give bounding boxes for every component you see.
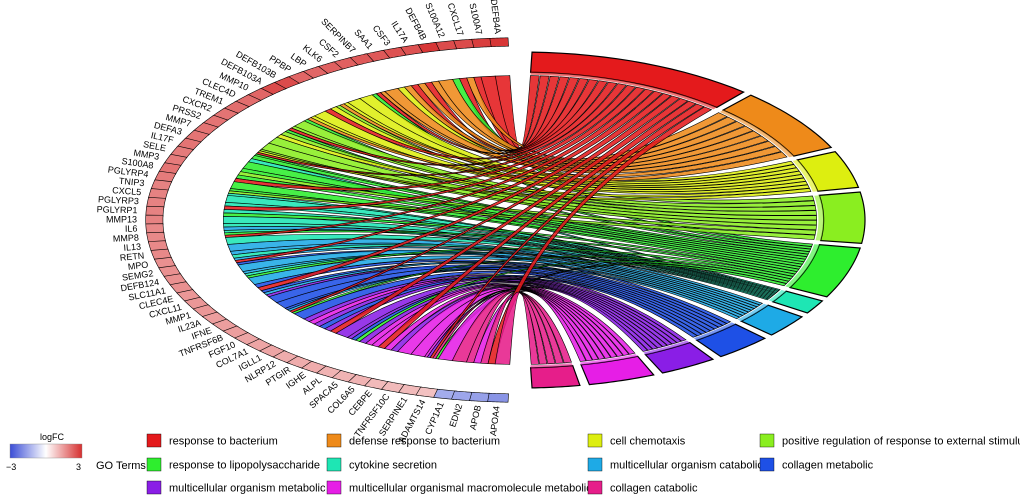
gene-label: MPO (127, 259, 149, 271)
gene-block (145, 205, 165, 217)
gene-label: SELE (142, 139, 167, 153)
legend-label: multicellular organism metabolic (169, 483, 326, 495)
legend-swatch (146, 433, 162, 448)
term-arc-inner (719, 110, 794, 158)
chord-ribbon (287, 81, 618, 166)
chord-ribbon (429, 103, 705, 359)
legend-label: positive regulation of response to exter… (782, 436, 1020, 448)
colorbar-title: logFC (40, 432, 65, 442)
term-arc-inner (643, 340, 690, 355)
chord-ribbon (306, 117, 788, 182)
chord-ribbon (375, 79, 599, 154)
legend-label: collagen catabolic (610, 483, 698, 495)
gene-label: IL6 (125, 223, 138, 233)
term-arc (580, 355, 655, 386)
term-arc-inner (814, 195, 824, 241)
legend-label: collagen metabolic (782, 460, 874, 472)
gene-label: EDN2 (447, 402, 464, 428)
term-arc-inner (792, 159, 818, 192)
chord-ribbon (487, 106, 713, 365)
term-arc-inner (530, 363, 573, 368)
legend-title: GO Terms (96, 460, 146, 472)
term-arc-inner (580, 353, 638, 365)
legend-label: multicellular organism catabolic (610, 460, 763, 472)
gene-block (487, 392, 509, 403)
term-arc-inner (768, 290, 787, 302)
legend-label: multicellular organismal macromolecule m… (349, 483, 592, 495)
gene-label: SEMG2 (121, 268, 154, 282)
legend-swatch (587, 480, 603, 495)
logfc-colorbar: logFC −3 3 (6, 432, 83, 472)
legend-label: cell chemotaxis (610, 436, 686, 448)
legend-swatch (587, 457, 603, 472)
chord-ribbon (473, 75, 560, 149)
chord-ribbon (289, 95, 681, 313)
legend-swatch (146, 457, 162, 472)
chord-ribbon (430, 80, 746, 165)
legend-swatch (759, 457, 775, 472)
term-arc (818, 191, 866, 245)
chord-ribbon (465, 76, 728, 161)
chord-ribbon (223, 86, 646, 211)
gene-label: IL13 (123, 242, 141, 253)
gene-label: S100A7 (467, 2, 484, 35)
gene-label: MMP8 (113, 233, 139, 244)
gene-label: CXCL5 (112, 185, 142, 197)
gene-blocks (145, 37, 509, 403)
chord-ribbons (223, 75, 818, 365)
gene-label: APOB (468, 404, 483, 431)
legend-swatch (759, 433, 775, 448)
gene-label: RETN (119, 251, 144, 263)
gene-label: PGLYRP3 (98, 194, 139, 206)
legend-swatch (326, 457, 342, 472)
chord-ribbon (426, 286, 649, 359)
chord-ribbon (417, 82, 754, 167)
chord-ribbon (377, 100, 697, 349)
chord-ribbon (255, 83, 627, 176)
chord-ribbon (494, 292, 539, 365)
term-arc-inner (737, 303, 769, 322)
gene-label: CYP1A1 (423, 400, 446, 436)
term-arc-inner (693, 322, 736, 341)
legend-swatch (587, 433, 603, 448)
chord-ribbon (432, 289, 572, 364)
colorbar-gradient (9, 443, 83, 459)
chord-ribbon (329, 98, 689, 334)
colorbar-min-label: −3 (6, 462, 16, 472)
term-arc (529, 364, 581, 389)
legend-swatch (146, 480, 162, 495)
chord-ribbon (234, 90, 664, 264)
gene-label: CXCL17 (446, 2, 466, 37)
legend-label: defense response to bacterium (349, 436, 500, 448)
colorbar-max-label: 3 (76, 462, 81, 472)
chord-ribbon (257, 93, 672, 292)
chord-ribbon (480, 291, 548, 365)
gene-label: S100A8 (121, 156, 154, 171)
gene-label: TNIP3 (118, 176, 144, 188)
gene-label: PGLYRP4 (107, 164, 149, 179)
chord-ribbon (324, 80, 609, 160)
chord-ribbon (286, 266, 741, 320)
chord-ribbon (383, 285, 618, 358)
gene-label: MMP13 (106, 214, 137, 224)
gene-label: APOA4 (488, 405, 502, 436)
gene-label: DEFB4A (489, 0, 503, 34)
legend-swatch (326, 433, 342, 448)
legend-label: response to lipopolysaccharide (169, 460, 320, 472)
chord-ribbon (233, 84, 637, 191)
gene-label: PGLYRP1 (97, 204, 138, 215)
go-terms-legend: GO Terms response to bacterium defense re… (96, 433, 1020, 495)
chord-ribbon (224, 88, 655, 238)
legend-label: cytokine secretion (349, 460, 437, 472)
chord-ribbon (257, 150, 812, 201)
term-arcs (529, 51, 866, 389)
legend-swatch (326, 480, 342, 495)
chord-ribbon (290, 125, 817, 212)
gene-label: MMP3 (133, 148, 160, 162)
term-arc-inner (785, 244, 820, 288)
chord-ribbon (403, 85, 762, 169)
chord-ribbon (465, 291, 556, 365)
legend-label: response to bacterium (169, 436, 278, 448)
